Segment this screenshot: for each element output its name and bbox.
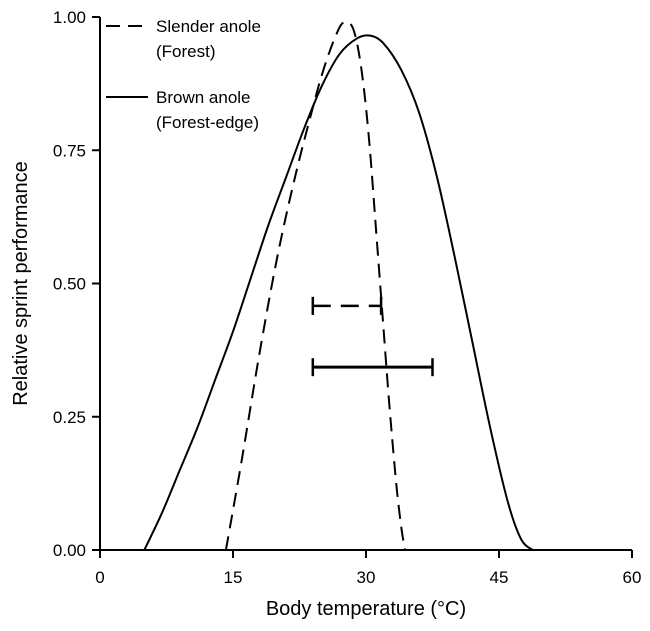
series-lines	[143, 20, 534, 551]
legend-label-slender-anole: (Forest)	[156, 42, 216, 61]
y-tick-label: 0.50	[53, 275, 86, 294]
y-ticks: 0.00 0.25 0.50 0.75 1.00	[53, 8, 100, 560]
legend-label-brown-anole: (Forest-edge)	[156, 113, 259, 132]
y-tick-label: 0.00	[53, 541, 86, 560]
x-ticks: 0 15 30 45 60	[95, 550, 641, 587]
x-tick-label: 15	[224, 568, 243, 587]
y-tick-label: 0.25	[53, 408, 86, 427]
y-tick-label: 0.75	[53, 141, 86, 160]
series-line-slender-anole	[224, 20, 406, 551]
y-axis-title: Relative sprint performance	[10, 161, 32, 406]
legend-label-slender-anole: Slender anole	[156, 17, 261, 36]
legend: Slender anole (Forest) Brown anole (Forest-…	[106, 17, 261, 132]
range-bars	[311, 296, 434, 377]
plot-area: 0 15 30 45 60 0.00 0.25 0.50 0.75 1.00	[53, 8, 642, 587]
x-tick-label: 0	[95, 568, 104, 587]
legend-label-brown-anole: Brown anole	[156, 88, 251, 107]
x-tick-label: 60	[623, 568, 642, 587]
x-tick-label: 45	[490, 568, 509, 587]
x-tick-label: 30	[357, 568, 376, 587]
y-tick-label: 1.00	[53, 8, 86, 27]
series-line-brown-anole	[143, 34, 534, 551]
x-axis-title: Body temperature (°C)	[266, 598, 466, 620]
